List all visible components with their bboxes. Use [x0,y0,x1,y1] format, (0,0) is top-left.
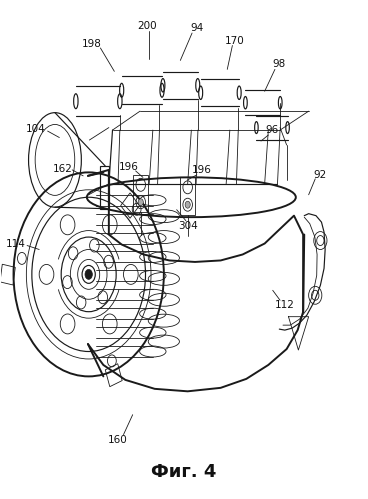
Text: 162: 162 [52,164,72,174]
Text: 112: 112 [275,300,295,310]
Text: 98: 98 [273,59,286,69]
Text: 96: 96 [265,125,279,135]
Bar [121,193,139,218]
Text: Фиг. 4: Фиг. 4 [151,464,217,482]
Text: 304: 304 [178,221,198,231]
Bar [180,177,195,215]
Bar [100,166,109,209]
Circle shape [138,199,143,206]
Circle shape [85,269,92,279]
Text: 94: 94 [190,23,204,33]
Bar [0,264,15,285]
Text: 170: 170 [225,35,244,45]
Text: 114: 114 [6,239,26,249]
Text: 198: 198 [82,39,102,49]
Text: 200: 200 [138,20,157,30]
Text: 92: 92 [313,170,326,180]
Bar [105,364,122,387]
Text: 196: 196 [118,162,138,172]
Circle shape [185,201,190,208]
Text: 160: 160 [107,435,127,445]
Text: 104: 104 [26,124,45,134]
Bar [134,175,148,212]
Text: 196: 196 [192,165,212,175]
